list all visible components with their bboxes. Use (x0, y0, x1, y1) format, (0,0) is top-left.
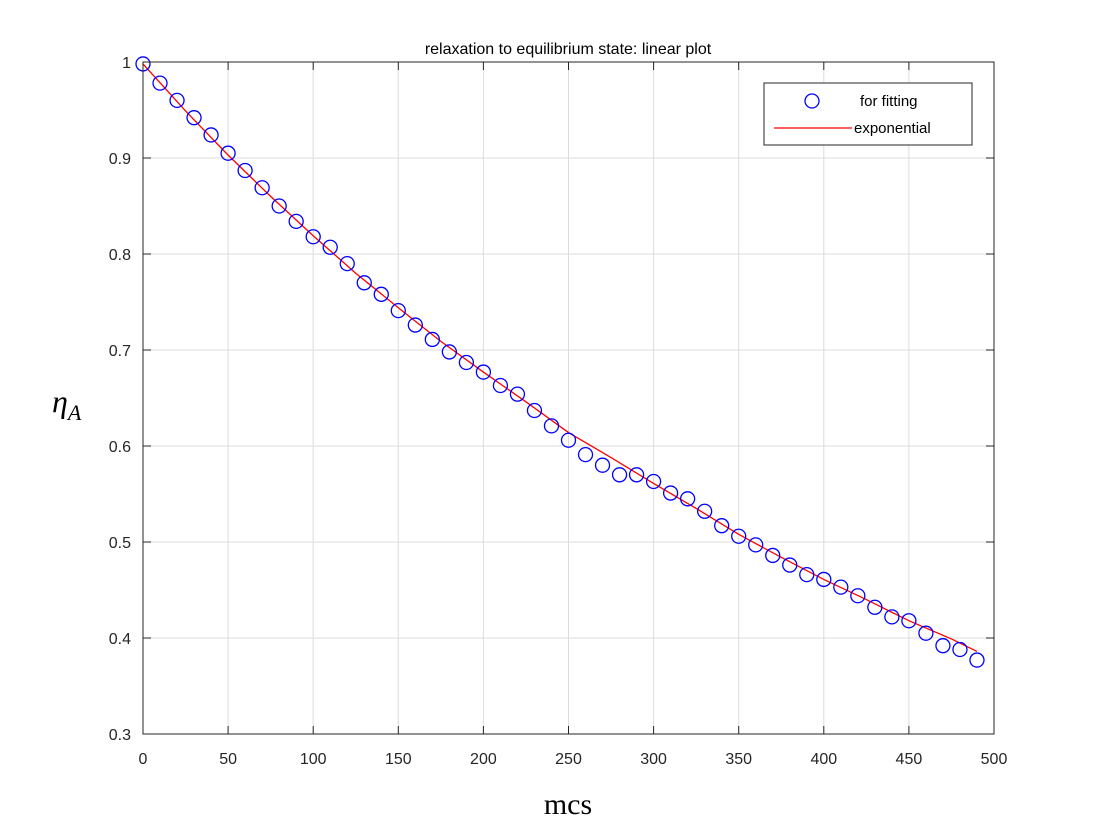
data-point (339, 255, 355, 272)
x-tick-label: 150 (385, 751, 412, 768)
data-point (509, 386, 526, 402)
data-point (611, 467, 628, 483)
x-tick-label: 50 (219, 751, 237, 768)
data-point (765, 547, 781, 564)
data-point (833, 579, 849, 595)
data-point (935, 638, 951, 654)
data-point (475, 364, 492, 380)
x-axis-label: mcs (544, 788, 592, 821)
data-point (169, 92, 185, 109)
data-point (850, 588, 866, 604)
data-point (441, 344, 458, 360)
data-point (186, 110, 202, 126)
x-tick-label: 450 (896, 751, 923, 768)
y-tick-label: 0.8 (109, 247, 131, 264)
legend-label-for-fitting: for fitting (860, 93, 918, 110)
x-tick-label: 400 (810, 751, 837, 768)
data-point (969, 652, 985, 668)
x-tick-label: 200 (470, 751, 497, 768)
legend: for fitting exponential (763, 82, 973, 146)
data-point (714, 518, 730, 534)
data-point (901, 613, 917, 629)
x-tick-label: 300 (640, 751, 667, 768)
y-tick-label: 0.9 (109, 151, 131, 168)
y-axis-label-subscript: A (66, 400, 82, 425)
y-tick-label: 0.5 (109, 535, 131, 552)
y-tick-label: 0.4 (109, 631, 131, 648)
data-point (697, 503, 713, 519)
data-point (748, 537, 764, 553)
legend-marker-for-fitting (804, 93, 820, 109)
data-point (799, 566, 815, 583)
legend-box (763, 82, 973, 146)
ticks (142, 61, 995, 735)
grid (143, 62, 994, 734)
y-tick-labels: 0.3 0.4 0.5 0.6 0.7 0.8 0.9 1 (109, 55, 131, 744)
data-point (220, 145, 236, 161)
data-point (816, 571, 832, 588)
data-point (884, 609, 900, 625)
x-tick-label: 500 (981, 751, 1008, 768)
x-tick-label: 0 (139, 751, 148, 768)
x-tick-labels: 0 50 100 150 200 250 300 350 400 450 500 (139, 751, 1008, 768)
data-point (645, 473, 662, 490)
y-axis-label-symbol: η (52, 383, 68, 419)
y-tick-label: 0.6 (109, 439, 131, 456)
data-point (271, 198, 287, 214)
data-point (543, 418, 560, 434)
data-point (288, 213, 304, 230)
data-point (203, 127, 219, 143)
data-point (305, 229, 321, 245)
data-point (373, 286, 389, 302)
markers (135, 56, 985, 668)
y-axis-label: ηA (52, 383, 82, 425)
data-point (731, 528, 747, 544)
data-point (407, 317, 423, 333)
data-point (577, 446, 594, 463)
data-point (356, 275, 372, 291)
data-point (390, 302, 406, 319)
legend-label-exponential: exponential (854, 120, 931, 137)
data-point (254, 180, 270, 196)
data-point (560, 432, 577, 448)
data-point (492, 377, 509, 394)
data-point (594, 457, 611, 473)
data-point (782, 557, 798, 573)
data-point (867, 599, 883, 615)
x-tick-label: 350 (725, 751, 752, 768)
data-point (918, 625, 934, 641)
data-point (526, 402, 543, 419)
y-tick-label: 0.3 (109, 727, 131, 744)
data-point (662, 485, 679, 501)
data-point (952, 641, 968, 658)
y-tick-label: 0.7 (109, 343, 131, 360)
data-point (424, 331, 440, 348)
data-point (458, 354, 475, 371)
x-tick-label: 250 (555, 751, 582, 768)
data-point (322, 239, 338, 255)
data-point (152, 75, 168, 91)
x-tick-label: 100 (300, 751, 327, 768)
chart-title: relaxation to equilibrium state: linear … (425, 41, 712, 58)
data-point (628, 467, 645, 483)
y-tick-label: 1 (122, 55, 131, 72)
data-point (679, 491, 696, 507)
data-point (237, 162, 253, 179)
